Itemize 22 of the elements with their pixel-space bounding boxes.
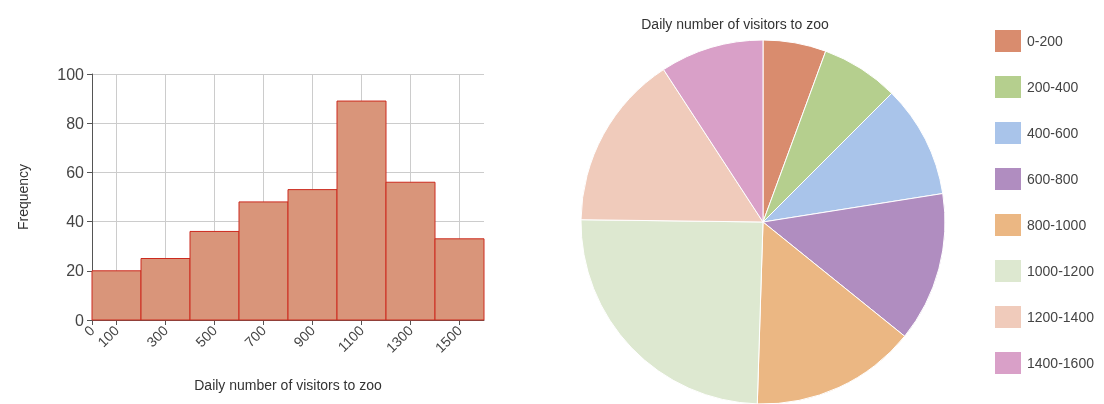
legend-label: 0-200: [1027, 33, 1064, 49]
legend-label: 400-600: [1027, 125, 1079, 141]
legend-label: 1200-1400: [1027, 309, 1095, 325]
legend-label: 200-400: [1027, 79, 1079, 95]
chart-title: Daily number of visitors to zoo: [641, 16, 829, 32]
y-tick-label: 20: [66, 262, 85, 280]
x-tick-label: 100: [94, 322, 123, 351]
legend-label: 1000-1200: [1027, 263, 1095, 279]
y-axis-title: Frequency: [15, 163, 31, 231]
x-tick-label: 300: [143, 322, 172, 351]
x-tick-label: 900: [290, 322, 319, 351]
y-tick-label: 0: [75, 311, 85, 329]
legend-label: 800-1000: [1027, 217, 1087, 233]
x-tick-label: 500: [192, 322, 221, 351]
x-axis-title: Daily number of visitors to zoo: [194, 377, 382, 393]
legend-label: 1400-1600: [1027, 355, 1095, 371]
y-tick-label: 80: [66, 114, 85, 132]
x-tick-label: 700: [241, 322, 270, 351]
y-tick-label: 100: [57, 65, 85, 83]
y-tick-label: 40: [66, 213, 85, 231]
y-tick-label: 60: [66, 163, 85, 181]
legend-label: 600-800: [1027, 171, 1079, 187]
